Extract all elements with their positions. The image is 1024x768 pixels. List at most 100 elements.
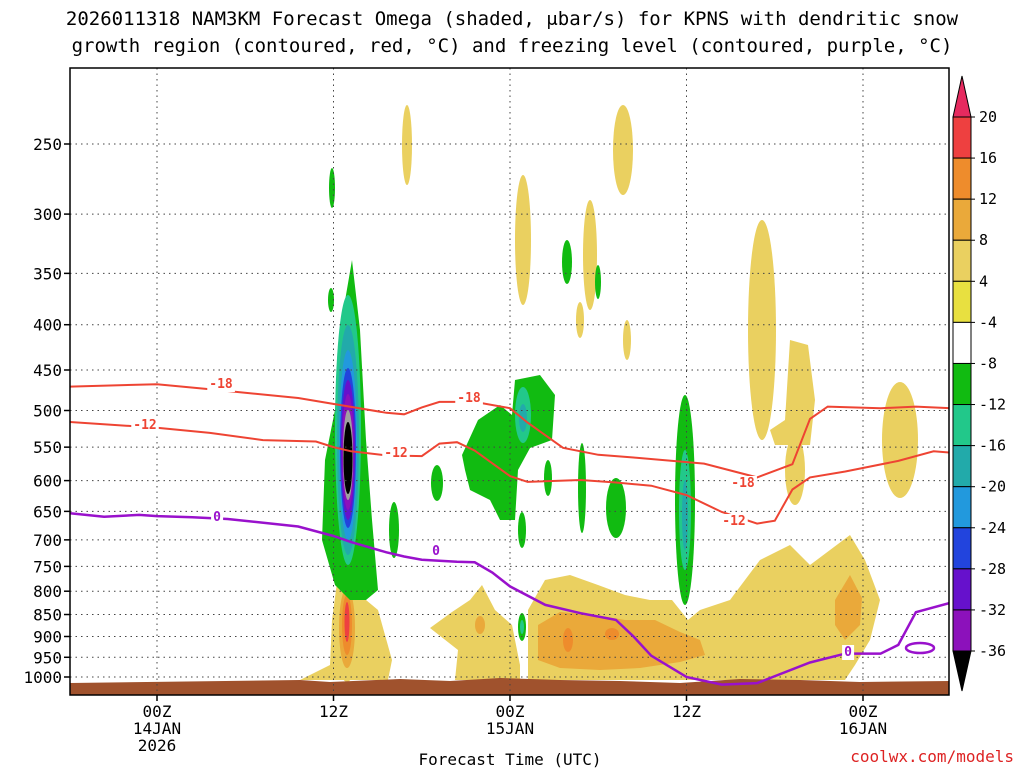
omega-sinking-region bbox=[882, 382, 918, 498]
omega-rising-region bbox=[544, 460, 552, 496]
colorbar-label: -4 bbox=[979, 313, 997, 331]
colorbar-label: -16 bbox=[979, 437, 1006, 455]
omega-sinking-region bbox=[515, 175, 531, 305]
y-tick-label: 850 bbox=[33, 606, 62, 625]
y-tick-label: 900 bbox=[33, 627, 62, 646]
y-tick-label: 550 bbox=[33, 438, 62, 457]
colorbar-box bbox=[952, 609, 972, 652]
contour-label-background bbox=[131, 418, 159, 433]
y-tick-label: 500 bbox=[33, 402, 62, 421]
credit-text: coolwx.com/models bbox=[850, 747, 1014, 766]
omega-rising-region bbox=[520, 620, 524, 634]
dgz-contour-minus18 bbox=[70, 383, 949, 479]
colorbar-box bbox=[952, 157, 972, 200]
colorbar-label: -32 bbox=[979, 601, 1006, 619]
y-tick-label: 1000 bbox=[23, 668, 62, 687]
x-tick-label: 12Z bbox=[319, 702, 348, 721]
colorbar-label: -8 bbox=[979, 354, 997, 372]
x-tick-label: 16JAN bbox=[839, 719, 887, 738]
y-tick-label: 650 bbox=[33, 502, 62, 521]
chart-title-line2: growth region (contoured, red, °C) and f… bbox=[72, 35, 953, 57]
colorbar-triangle-bottom bbox=[952, 650, 972, 692]
colorbar-triangle-top bbox=[952, 75, 972, 118]
x-tick-label: 00Z bbox=[143, 702, 172, 721]
y-tick-label: 800 bbox=[33, 582, 62, 601]
colorbar-label: -28 bbox=[979, 560, 1006, 578]
colorbar: 20 16 12 8 4 -4 -8 -12 -16 -20 -24 -28 -32 -36 bbox=[952, 75, 1006, 692]
omega-sinking-max bbox=[605, 628, 619, 640]
omega-sinking-region bbox=[402, 105, 412, 185]
colorbar-box bbox=[952, 445, 972, 488]
grid-lines bbox=[70, 68, 949, 695]
colorbar-label: 4 bbox=[979, 272, 988, 290]
omega-sinking-region bbox=[613, 105, 633, 195]
x-tick-label: 15JAN bbox=[486, 719, 534, 738]
omega-rising-region bbox=[462, 375, 555, 520]
dgz-contour-minus12 bbox=[70, 420, 949, 525]
colorbar-label: -12 bbox=[979, 396, 1006, 414]
contour-label-dgz18: -18 bbox=[457, 391, 481, 406]
contour-label-background bbox=[455, 391, 483, 406]
omega-sinking-region bbox=[835, 575, 862, 640]
omega-rising-region bbox=[389, 502, 399, 558]
colorbar-box bbox=[952, 404, 972, 447]
omega-sinking-max bbox=[475, 616, 485, 634]
contour-label-background bbox=[430, 544, 443, 559]
y-axis: 250 300 350 400 450 500 550 600 650 700 750 800 850 9… bbox=[23, 135, 70, 687]
colorbar-label: -36 bbox=[979, 642, 1006, 660]
colorbar-box bbox=[952, 362, 972, 406]
contour-label-dgz12: -12 bbox=[384, 446, 407, 461]
omega-rising-region bbox=[562, 240, 572, 284]
y-tick-label: 600 bbox=[33, 472, 62, 491]
x-tick-label: 2026 bbox=[138, 736, 177, 755]
omega-rising-region bbox=[518, 512, 526, 548]
omega-shading bbox=[300, 105, 936, 682]
x-tick-label: 14JAN bbox=[133, 719, 181, 738]
chart-title-line1: 2026011318 NAM3KM Forecast Omega (shaded… bbox=[66, 8, 959, 30]
omega-sinking-region bbox=[583, 200, 597, 310]
contour-label-background bbox=[207, 377, 235, 392]
y-tick-label: 950 bbox=[33, 648, 62, 667]
omega-rising-region bbox=[431, 465, 443, 501]
contour-label-dgz18: -18 bbox=[209, 377, 233, 392]
colorbar-label: 16 bbox=[979, 149, 997, 167]
y-tick-label: 250 bbox=[33, 135, 62, 154]
omega-sinking-region bbox=[748, 220, 776, 440]
colorbar-label: -24 bbox=[979, 519, 1006, 537]
colorbar-label: 20 bbox=[979, 108, 997, 126]
contour-label-freezing: 0 bbox=[844, 645, 852, 660]
omega-rising-region bbox=[578, 443, 586, 533]
contour-label-dgz12: -12 bbox=[722, 514, 745, 529]
contour-label-background bbox=[211, 510, 224, 525]
contour-label-background bbox=[842, 645, 855, 660]
omega-sinking-region bbox=[785, 435, 805, 505]
colorbar-box bbox=[952, 486, 972, 529]
contour-label-freezing: 0 bbox=[432, 544, 440, 559]
contour-label-dgz12: -12 bbox=[133, 418, 156, 433]
colorbar-box bbox=[952, 568, 972, 611]
omega-rising-region bbox=[328, 288, 334, 312]
contour-label-background bbox=[382, 446, 410, 461]
y-tick-label: 450 bbox=[33, 361, 62, 380]
x-tick-label: 12Z bbox=[672, 702, 701, 721]
colorbar-box bbox=[952, 321, 972, 364]
x-tick-label: 00Z bbox=[849, 702, 878, 721]
omega-sinking-max bbox=[344, 602, 350, 642]
omega-sinking-region bbox=[538, 612, 705, 670]
omega-sinking-region bbox=[770, 340, 815, 445]
colorbar-label: -20 bbox=[979, 478, 1006, 496]
omega-sinking-max bbox=[563, 628, 573, 652]
freezing-level-closed-contour bbox=[904, 641, 936, 655]
x-axis-title: Forecast Time (UTC) bbox=[418, 750, 601, 768]
omega-rising-region bbox=[595, 265, 601, 299]
contour-label-background bbox=[720, 514, 748, 529]
x-tick-label: 00Z bbox=[496, 702, 525, 721]
contour-label-freezing: 0 bbox=[213, 510, 221, 525]
colorbar-box bbox=[952, 198, 972, 241]
colorbar-box bbox=[952, 280, 972, 323]
contour-label-background bbox=[729, 476, 757, 491]
y-tick-label: 400 bbox=[33, 316, 62, 335]
omega-sinking-region bbox=[623, 320, 631, 360]
